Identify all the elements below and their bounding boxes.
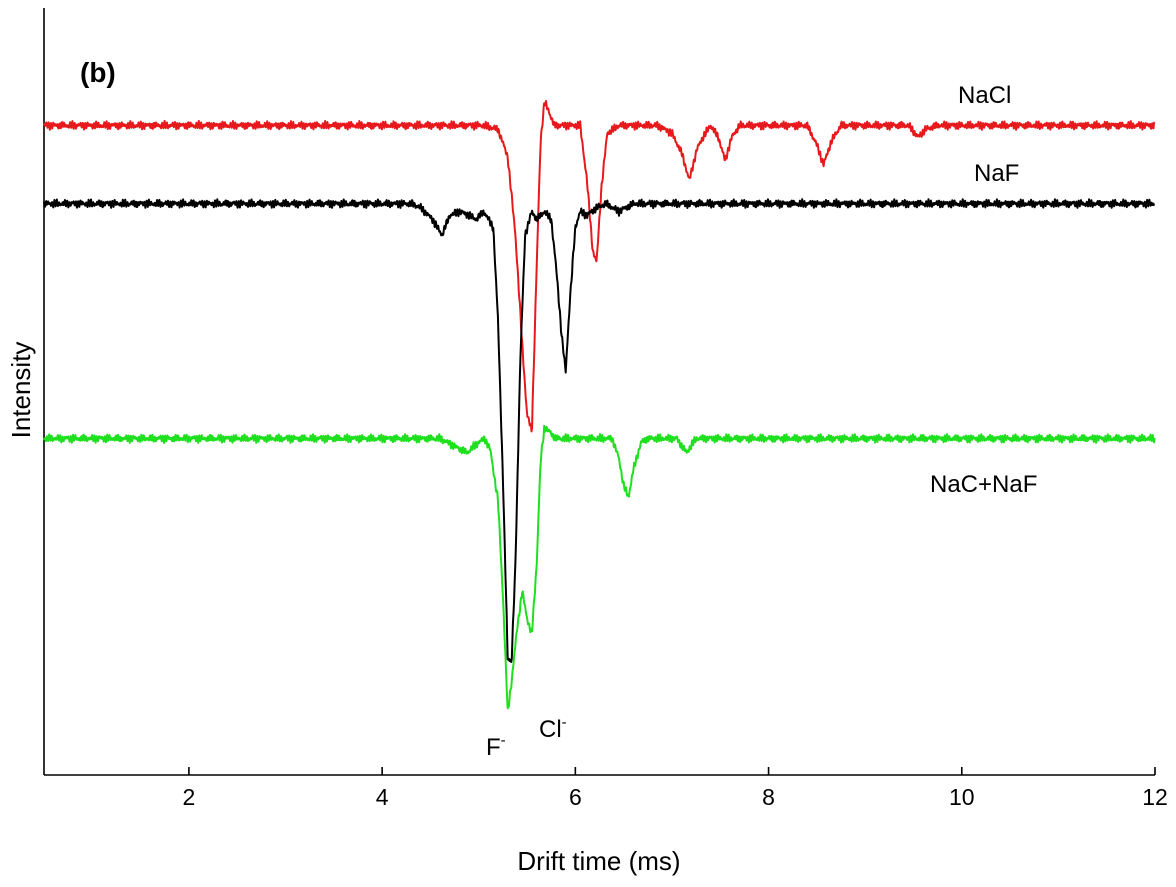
x-tick-label-12: 12 (1142, 784, 1168, 810)
panel-label: (b) (80, 57, 116, 88)
x-tick-label-2: 2 (183, 784, 196, 810)
axes (43, 8, 1155, 776)
x-tick-label-8: 8 (762, 784, 775, 810)
series-label-nacl: NaCl (958, 82, 1011, 109)
series-line-nacl (43, 100, 1156, 433)
annotation-fluoride: F- (486, 732, 506, 761)
series-label-nacl-naf: NaC+NaF (930, 471, 1037, 498)
traces (43, 100, 1156, 710)
annotation-chloride: Cl- (539, 714, 567, 743)
x-axis-title: Drift time (ms) (517, 846, 680, 876)
series-label-naf: NaF (974, 160, 1019, 187)
x-tick-label-4: 4 (376, 784, 389, 810)
series-line-naf (43, 198, 1155, 663)
x-tick-label-6: 6 (569, 784, 582, 810)
x-ticks: 2 4 6 8 10 12 (183, 767, 1168, 810)
x-tick-label-10: 10 (949, 784, 975, 810)
series-line-nac-naf (43, 424, 1156, 710)
y-axis-title: Intensity (6, 342, 36, 439)
